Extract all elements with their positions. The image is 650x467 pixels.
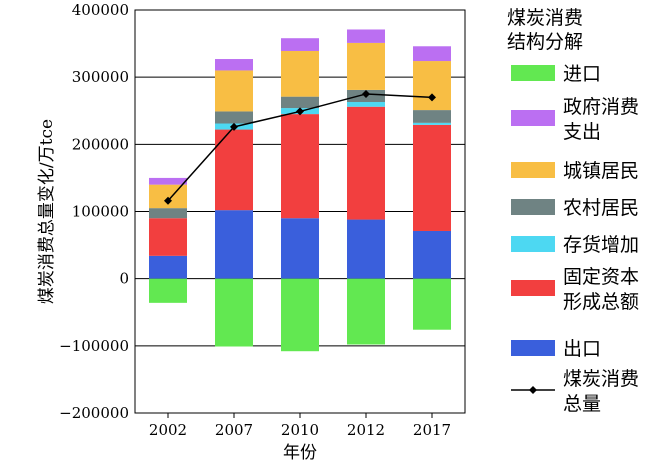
bar-segment (413, 110, 451, 123)
bar-segment (413, 230, 451, 279)
line-point (362, 89, 370, 98)
legend-label: 政府消费 (563, 96, 639, 118)
bar-segment (347, 219, 385, 279)
bar-segment (413, 124, 451, 231)
legend-label: 城镇居民 (563, 160, 639, 182)
bar-segment (149, 278, 187, 303)
legend-label: 进口 (563, 63, 601, 85)
legend-swatch (511, 280, 555, 296)
bar-segment (215, 210, 253, 279)
legend-label: 煤炭消费 (563, 368, 639, 390)
bar-segment (215, 70, 253, 112)
legend-label: 形成总额 (563, 291, 639, 313)
bar-segment (149, 255, 187, 279)
legend-item: 煤炭消费总量 (511, 368, 639, 415)
x-tick-label: 2017 (413, 421, 451, 439)
line-point (164, 196, 172, 205)
bar-segment (347, 42, 385, 90)
legend-swatch (511, 199, 555, 215)
legend-swatch (511, 110, 555, 126)
legend-label: 出口 (563, 338, 601, 360)
bar-segment (215, 111, 253, 124)
y-tick-label: 300000 (72, 68, 129, 86)
line-point (296, 107, 304, 116)
bar-segment (215, 59, 253, 71)
legend-item: 进口 (511, 63, 601, 85)
bar-segment (413, 122, 451, 125)
line-point (230, 122, 238, 131)
bar-segment (281, 114, 319, 219)
x-tick-label: 2007 (215, 421, 253, 439)
legend-swatch (511, 340, 555, 356)
bar-segment (215, 278, 253, 347)
legend-swatch (511, 65, 555, 81)
y-tick-label: 400000 (72, 1, 129, 19)
bar-segment (347, 29, 385, 43)
legend-item: 城镇居民 (511, 160, 639, 182)
bar-segment (347, 278, 385, 345)
bar-segment (149, 177, 187, 185)
y-tick-label: 100000 (72, 203, 129, 221)
legend-label: 固定资本 (563, 266, 639, 288)
legend-label: 总量 (563, 393, 601, 415)
bar-segment (281, 50, 319, 97)
x-tick-label: 2012 (347, 421, 385, 439)
legend-marker (529, 386, 537, 394)
bar-segment (413, 61, 451, 111)
legend-item: 出口 (511, 338, 601, 360)
bar-segment (281, 278, 319, 352)
y-axis-title: 煤炭消费总量变化/万tce (37, 119, 57, 304)
y-tick-label: 0 (119, 270, 129, 288)
bar-segment (281, 218, 319, 279)
bar-segment (149, 208, 187, 219)
y-tick-label: 200000 (72, 135, 129, 153)
legend-label: 农村居民 (563, 197, 639, 219)
x-tick-label: 2002 (149, 421, 187, 439)
legend: 煤炭消费结构分解进口政府消费支出城镇居民农村居民存货增加固定资本形成总额出口煤炭… (507, 7, 639, 415)
legend-swatch (511, 236, 555, 252)
bar-segment (215, 129, 253, 211)
legend-label: 支出 (563, 121, 601, 143)
x-axis-title: 年份 (283, 443, 317, 463)
y-tick-label: −100000 (59, 337, 129, 355)
x-tick-label: 2010 (281, 421, 319, 439)
bar-segment (281, 96, 319, 109)
bar-segment (413, 46, 451, 62)
bar-segment (413, 278, 451, 330)
bar-segment (149, 218, 187, 256)
line-point (428, 93, 436, 102)
legend-label: 存货增加 (563, 234, 639, 256)
legend-swatch (511, 162, 555, 178)
bar-segment (347, 106, 385, 220)
legend-item: 农村居民 (511, 197, 639, 219)
legend-title: 结构分解 (507, 31, 583, 53)
legend-title: 煤炭消费 (507, 7, 583, 29)
plot-area: −200000 −100000 0 100000 200000 300000 400000 2… (37, 1, 466, 463)
bar-segment (347, 102, 385, 107)
y-tick-label: −200000 (59, 404, 129, 422)
bar-segment (281, 38, 319, 51)
legend-item: 存货增加 (511, 234, 639, 256)
